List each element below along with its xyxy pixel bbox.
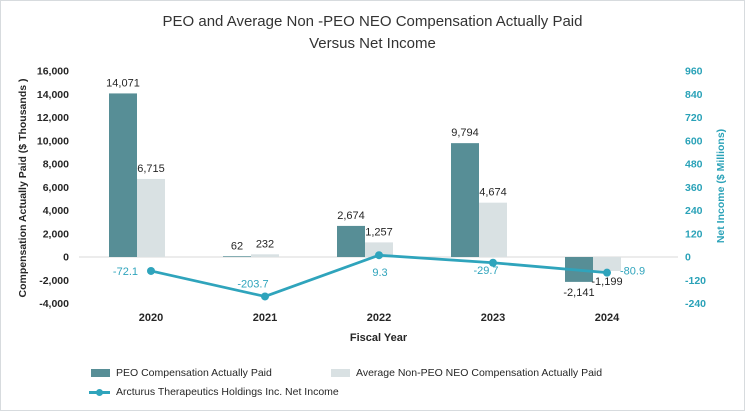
legend-label-nonpeo: Average Non-PEO NEO Compensation Actuall… <box>356 367 603 379</box>
right-axis-tick: 360 <box>685 182 703 194</box>
left-axis-tick: 10,000 <box>37 135 69 147</box>
peo-bar-2020 <box>109 93 137 257</box>
net-income-label-2022: 9.3 <box>372 267 387 279</box>
legend-item-peo: PEO Compensation Actually Paid <box>91 367 272 379</box>
left-axis-tick: 0 <box>63 252 69 264</box>
right-axis-tick: 840 <box>685 89 703 101</box>
x-axis-category-label: 2024 <box>595 312 620 324</box>
legend-label-netincome: Arcturus Therapeutics Holdings Inc. Net … <box>116 386 339 398</box>
peo-bar-2021 <box>223 256 251 257</box>
nonpeo-bar-2020 <box>137 178 165 257</box>
left-axis-tick: -4,000 <box>39 298 69 310</box>
peo-bar-2023 <box>451 143 479 257</box>
peo-bar-label-2024: -2,141 <box>563 287 594 299</box>
nonpeo-bar-label-2021: 232 <box>256 238 274 250</box>
peo-bar-label-2022: 2,674 <box>337 210 365 222</box>
net-income-point-2024 <box>603 268 611 277</box>
right-axis-tick: 120 <box>685 228 703 240</box>
x-axis-title: Fiscal Year <box>349 332 408 344</box>
legend-item-nonpeo: Average Non-PEO NEO Compensation Actuall… <box>331 367 602 379</box>
right-axis-tick: 480 <box>685 159 703 171</box>
nonpeo-bar-2024 <box>593 257 621 271</box>
right-axis-tick: 240 <box>685 205 703 217</box>
peo-bar-label-2020: 14,071 <box>106 77 140 89</box>
right-axis-tick: 600 <box>685 135 703 147</box>
x-axis-category-label: 2020 <box>139 312 163 324</box>
nonpeo-bar-label-2022: 1,257 <box>365 226 393 238</box>
right-axis-tick: -240 <box>685 298 706 310</box>
left-axis-tick: 4,000 <box>43 205 69 217</box>
left-axis-tick: 8,000 <box>43 159 69 171</box>
net-income-label-2023: -29.7 <box>473 265 498 277</box>
nonpeo-bar-label-2023: 4,674 <box>479 187 507 199</box>
left-axis-tick: 16,000 <box>37 66 69 78</box>
x-axis-category-label: 2022 <box>367 312 391 324</box>
right-axis-tick: -120 <box>685 275 706 287</box>
legend-label-peo: PEO Compensation Actually Paid <box>116 367 272 379</box>
nonpeo-bar-2022 <box>365 242 393 257</box>
peo-bar-2022 <box>337 225 365 257</box>
left-axis-tick: -2,000 <box>39 275 69 287</box>
chart-title: PEO and Average Non -PEO NEO Compensatio… <box>1 11 744 55</box>
nonpeo-bar-label-2020: 6,715 <box>137 163 165 175</box>
net-income-label-2024: -80.9 <box>620 266 645 278</box>
right-axis-tick: 960 <box>685 66 703 78</box>
chart-title-line2: Versus Net Income <box>309 35 436 52</box>
nonpeo-bar-label-2024: -1,199 <box>591 276 622 288</box>
nonpeo-bar-2021 <box>251 254 279 257</box>
net-income-label-2020: -72.1 <box>113 266 138 278</box>
right-axis-tick: 0 <box>685 252 691 264</box>
net-income-point-2021 <box>261 292 269 301</box>
left-axis-tick: 6,000 <box>43 182 69 194</box>
peo-bar-label-2023: 9,794 <box>451 127 479 139</box>
net-income-line-swatch-icon <box>89 388 110 396</box>
legend-item-netincome: Arcturus Therapeutics Holdings Inc. Net … <box>89 386 339 398</box>
x-axis-category-label: 2023 <box>481 312 505 324</box>
nonpeo-bar-2023 <box>479 202 507 257</box>
net-income-point-2023 <box>489 258 497 267</box>
left-axis-tick: 12,000 <box>37 112 69 124</box>
nonpeo-bar-swatch-icon <box>331 369 350 377</box>
net-income-point-2022 <box>375 251 383 260</box>
peo-bar-label-2021: 62 <box>231 240 243 252</box>
right-axis-tick: 720 <box>685 112 703 124</box>
chart-title-line1: PEO and Average Non -PEO NEO Compensatio… <box>162 13 583 30</box>
left-axis-tick: 14,000 <box>37 89 69 101</box>
x-axis-category-label: 2021 <box>253 312 277 324</box>
net-income-point-2020 <box>147 266 155 275</box>
peo-bar-swatch-icon <box>91 369 110 377</box>
left-axis-tick: 2,000 <box>43 228 69 240</box>
net-income-label-2021: -203.7 <box>237 278 268 290</box>
